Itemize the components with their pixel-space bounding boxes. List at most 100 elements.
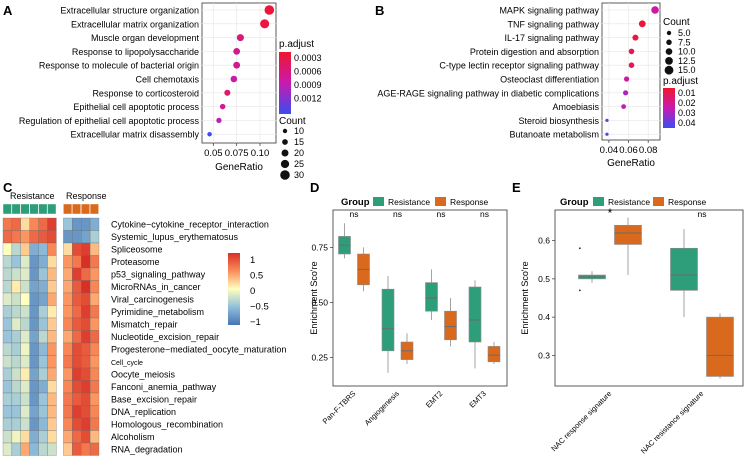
heatmap-cell: [11, 367, 21, 381]
heatmap-cell: [81, 417, 91, 431]
panel-d-legend-swatch-resistance: [373, 197, 384, 206]
significance-label: ns: [480, 209, 489, 219]
category-label: Butanoate metabolism: [509, 130, 599, 140]
heatmap-cell: [20, 255, 30, 269]
heatmap-cell: [29, 292, 39, 306]
dot-point: [621, 104, 627, 109]
heatmap-cell: [20, 267, 30, 281]
dot-point: [638, 20, 646, 28]
x-tick-label: NAC resistance signature: [639, 389, 706, 456]
heatmap-cell: [63, 217, 73, 231]
heatmap-cell: [20, 230, 30, 244]
heatmap-cell: [47, 330, 57, 344]
heatmap-cell: [89, 392, 100, 406]
heatmap-cell: [89, 417, 100, 431]
heatmap-cell: [11, 430, 21, 444]
color-legend-tick: 0.0003: [294, 53, 322, 63]
heatmap-cell: [72, 417, 82, 431]
heatmap-cell: [81, 242, 91, 256]
heatmap-cell: [38, 242, 48, 256]
heatmap-cell: [29, 405, 39, 419]
box-resistance: [670, 247, 698, 291]
heatmap-cell: [47, 255, 57, 269]
heatmap-cell: [11, 380, 21, 394]
significance-label: ns: [393, 209, 402, 219]
heatmap-cell: [2, 430, 13, 444]
category-label: Regulation of epithelial cell apoptotic …: [19, 116, 200, 126]
category-label: Cell chemotaxis: [135, 75, 199, 85]
size-legend-label: 5.0: [678, 28, 691, 38]
heatmap-cell: [11, 317, 21, 331]
heatmap-cell: [20, 342, 30, 356]
heatmap-cell: [89, 305, 100, 319]
heatmap-cell: [72, 380, 82, 394]
heatmap-cell: [47, 305, 57, 319]
heatmap-row-label: Pyrimidine_metabolism: [111, 307, 204, 317]
heatmap-cell: [89, 355, 100, 369]
x-tick-label: EMT3: [467, 389, 488, 410]
group-annotation-cell: [89, 203, 99, 215]
category-label: Protein digestion and absorption: [470, 47, 599, 57]
box-outlier: [578, 289, 581, 292]
heatmap-cell: [38, 280, 48, 294]
size-legend-label: 10: [294, 126, 304, 136]
heatmap-cell: [81, 367, 91, 381]
panel-b-size-legend-title: Count: [663, 17, 690, 28]
panel-e-boxes: * ns: [578, 206, 734, 379]
heatmap-cell: [11, 255, 21, 269]
panel-d-legend-swatch-response: [435, 197, 446, 206]
heatmap-row-label: Fanconi_anemia_pathway: [111, 382, 217, 392]
color-scale-tick: 1: [250, 255, 255, 266]
heatmap-cell: [47, 355, 57, 369]
heatmap-cell: [47, 317, 57, 331]
y-tick-label: 0.75: [311, 242, 328, 252]
heatmap-cell: [29, 267, 39, 281]
heatmap-cell: [89, 342, 100, 356]
heatmap-cell: [11, 392, 21, 406]
heatmap-cell: [72, 267, 82, 281]
heatmap-cell: [47, 417, 57, 431]
heatmap-row-label: Mismatch_repair: [111, 320, 178, 330]
heatmap-row-label: p53_signaling_pathway: [111, 270, 206, 280]
panel-b-x-ticks: 0.04 0.06 0.08: [600, 140, 657, 156]
panel-b-points: [605, 6, 659, 136]
dot-point: [260, 19, 270, 29]
group-annotation-cell: [38, 203, 48, 215]
heatmap-cell: [89, 217, 100, 231]
group-annotation-cell: [63, 203, 73, 215]
heatmap-cell: [38, 442, 48, 456]
dot-point: [628, 48, 635, 55]
heatmap-row-label: MicroRNAs_in_cancer: [111, 282, 201, 292]
heatmap-cell: [29, 305, 39, 319]
heatmap-cell: [20, 405, 30, 419]
dot-point: [264, 5, 275, 15]
color-scale-tick: 0.5: [250, 271, 263, 282]
heatmap-cell: [72, 392, 82, 406]
heatmap-cell: [20, 417, 30, 431]
heatmap-row-label: Spliceosome: [111, 245, 163, 255]
category-label: Muscle organ development: [91, 33, 200, 43]
heatmap-cell: [47, 242, 57, 256]
category-label: Response to corticosteroid: [92, 88, 199, 98]
size-legend-dot: [282, 128, 288, 134]
size-legend-label: 25: [294, 159, 304, 169]
heatmap-cell: [89, 230, 100, 244]
heatmap-cell: [72, 405, 82, 419]
heatmap-cell: [38, 217, 48, 231]
heatmap-row-label: Proteasome: [111, 257, 160, 267]
dot-point: [224, 89, 231, 96]
heatmap-cell: [2, 255, 13, 269]
heatmap-cell: [63, 417, 73, 431]
size-legend-dot: [280, 170, 290, 180]
box-resistance: [468, 286, 482, 343]
panel-d-x-tick-labels: Pan-F-TBRS Angiogenesis EMT2 EMT3: [321, 389, 488, 427]
panel-b-color-legend-bar: [663, 88, 675, 128]
panel-c-heatmap-cells: [2, 217, 100, 456]
panel-d-boxes: ns ns ns ns: [338, 209, 501, 373]
panel-c-group-label-resistance: Resistance: [10, 191, 55, 201]
heatmap-cell: [81, 317, 91, 331]
heatmap-cell: [20, 280, 30, 294]
color-legend-tick: 0.04: [678, 118, 696, 128]
heatmap-cell: [20, 430, 30, 444]
